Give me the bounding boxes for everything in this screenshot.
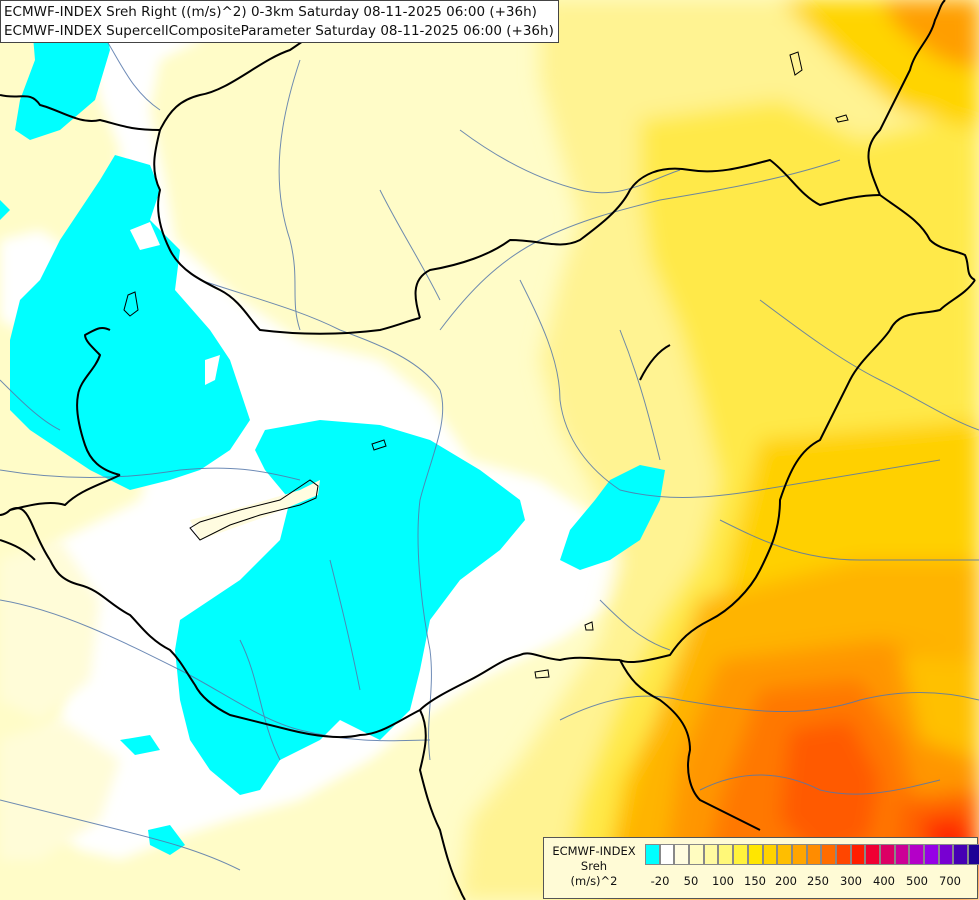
legend-swatch [924,844,939,865]
legend-swatch [968,844,979,865]
map-title-line-2: ECMWF-INDEX SupercellCompositeParameter … [4,23,554,39]
legend-swatch [865,844,880,865]
legend-swatch [645,844,660,865]
legend-tick-label: 400 [873,874,895,888]
legend-swatch [689,844,704,865]
map-title-line-1: ECMWF-INDEX Sreh Right ((m/s)^2) 0-3km S… [4,4,537,20]
legend-line-2: Sreh [580,859,608,873]
legend-line-1: ECMWF-INDEX [552,844,636,858]
legend-swatch [938,844,954,865]
legend-swatch [806,844,822,865]
legend-swatch [674,844,690,865]
legend-tick-label: 150 [744,874,766,888]
legend-label: ECMWF-INDEX Sreh (m/s)^2 [546,844,642,889]
legend-swatch [718,844,734,865]
legend-swatch [747,844,763,865]
legend-swatch [850,844,866,865]
legend-tick-label: 500 [906,874,928,888]
legend-swatch [703,844,719,865]
legend-tick-label: -20 [650,874,670,888]
legend-swatch [909,844,925,865]
legend-tick-label: 300 [840,874,862,888]
legend-swatch [953,844,969,865]
legend-swatch [659,844,675,865]
legend-tick-label: 250 [807,874,829,888]
pale-zones [0,540,120,860]
legend-swatches [645,844,979,865]
legend-tick-label: 200 [775,874,797,888]
legend-tick-label: 50 [683,874,699,888]
legend-swatch [821,844,836,865]
rivers [0,29,979,871]
map-title-box: ECMWF-INDEX Sreh Right ((m/s)^2) 0-3km S… [0,0,559,43]
legend-line-3: (m/s)^2 [570,874,618,888]
legend-swatch [791,844,807,865]
legend-swatch [777,844,792,865]
legend-tick-label: 700 [939,874,961,888]
legend-swatch [835,844,851,865]
legend-swatch [880,844,895,865]
legend-swatch [894,844,910,865]
legend-ticks: -20 50 100 150 200 250 300 400 500 700 [645,874,975,890]
legend-swatch [762,844,778,865]
legend-swatch [733,844,748,865]
legend-tick-label: 100 [712,874,734,888]
lakes [123,51,849,679]
color-legend: ECMWF-INDEX Sreh (m/s)^2 -20 50 100 150 200 2… [543,837,979,899]
negative-helicity-cyan [0,0,665,855]
